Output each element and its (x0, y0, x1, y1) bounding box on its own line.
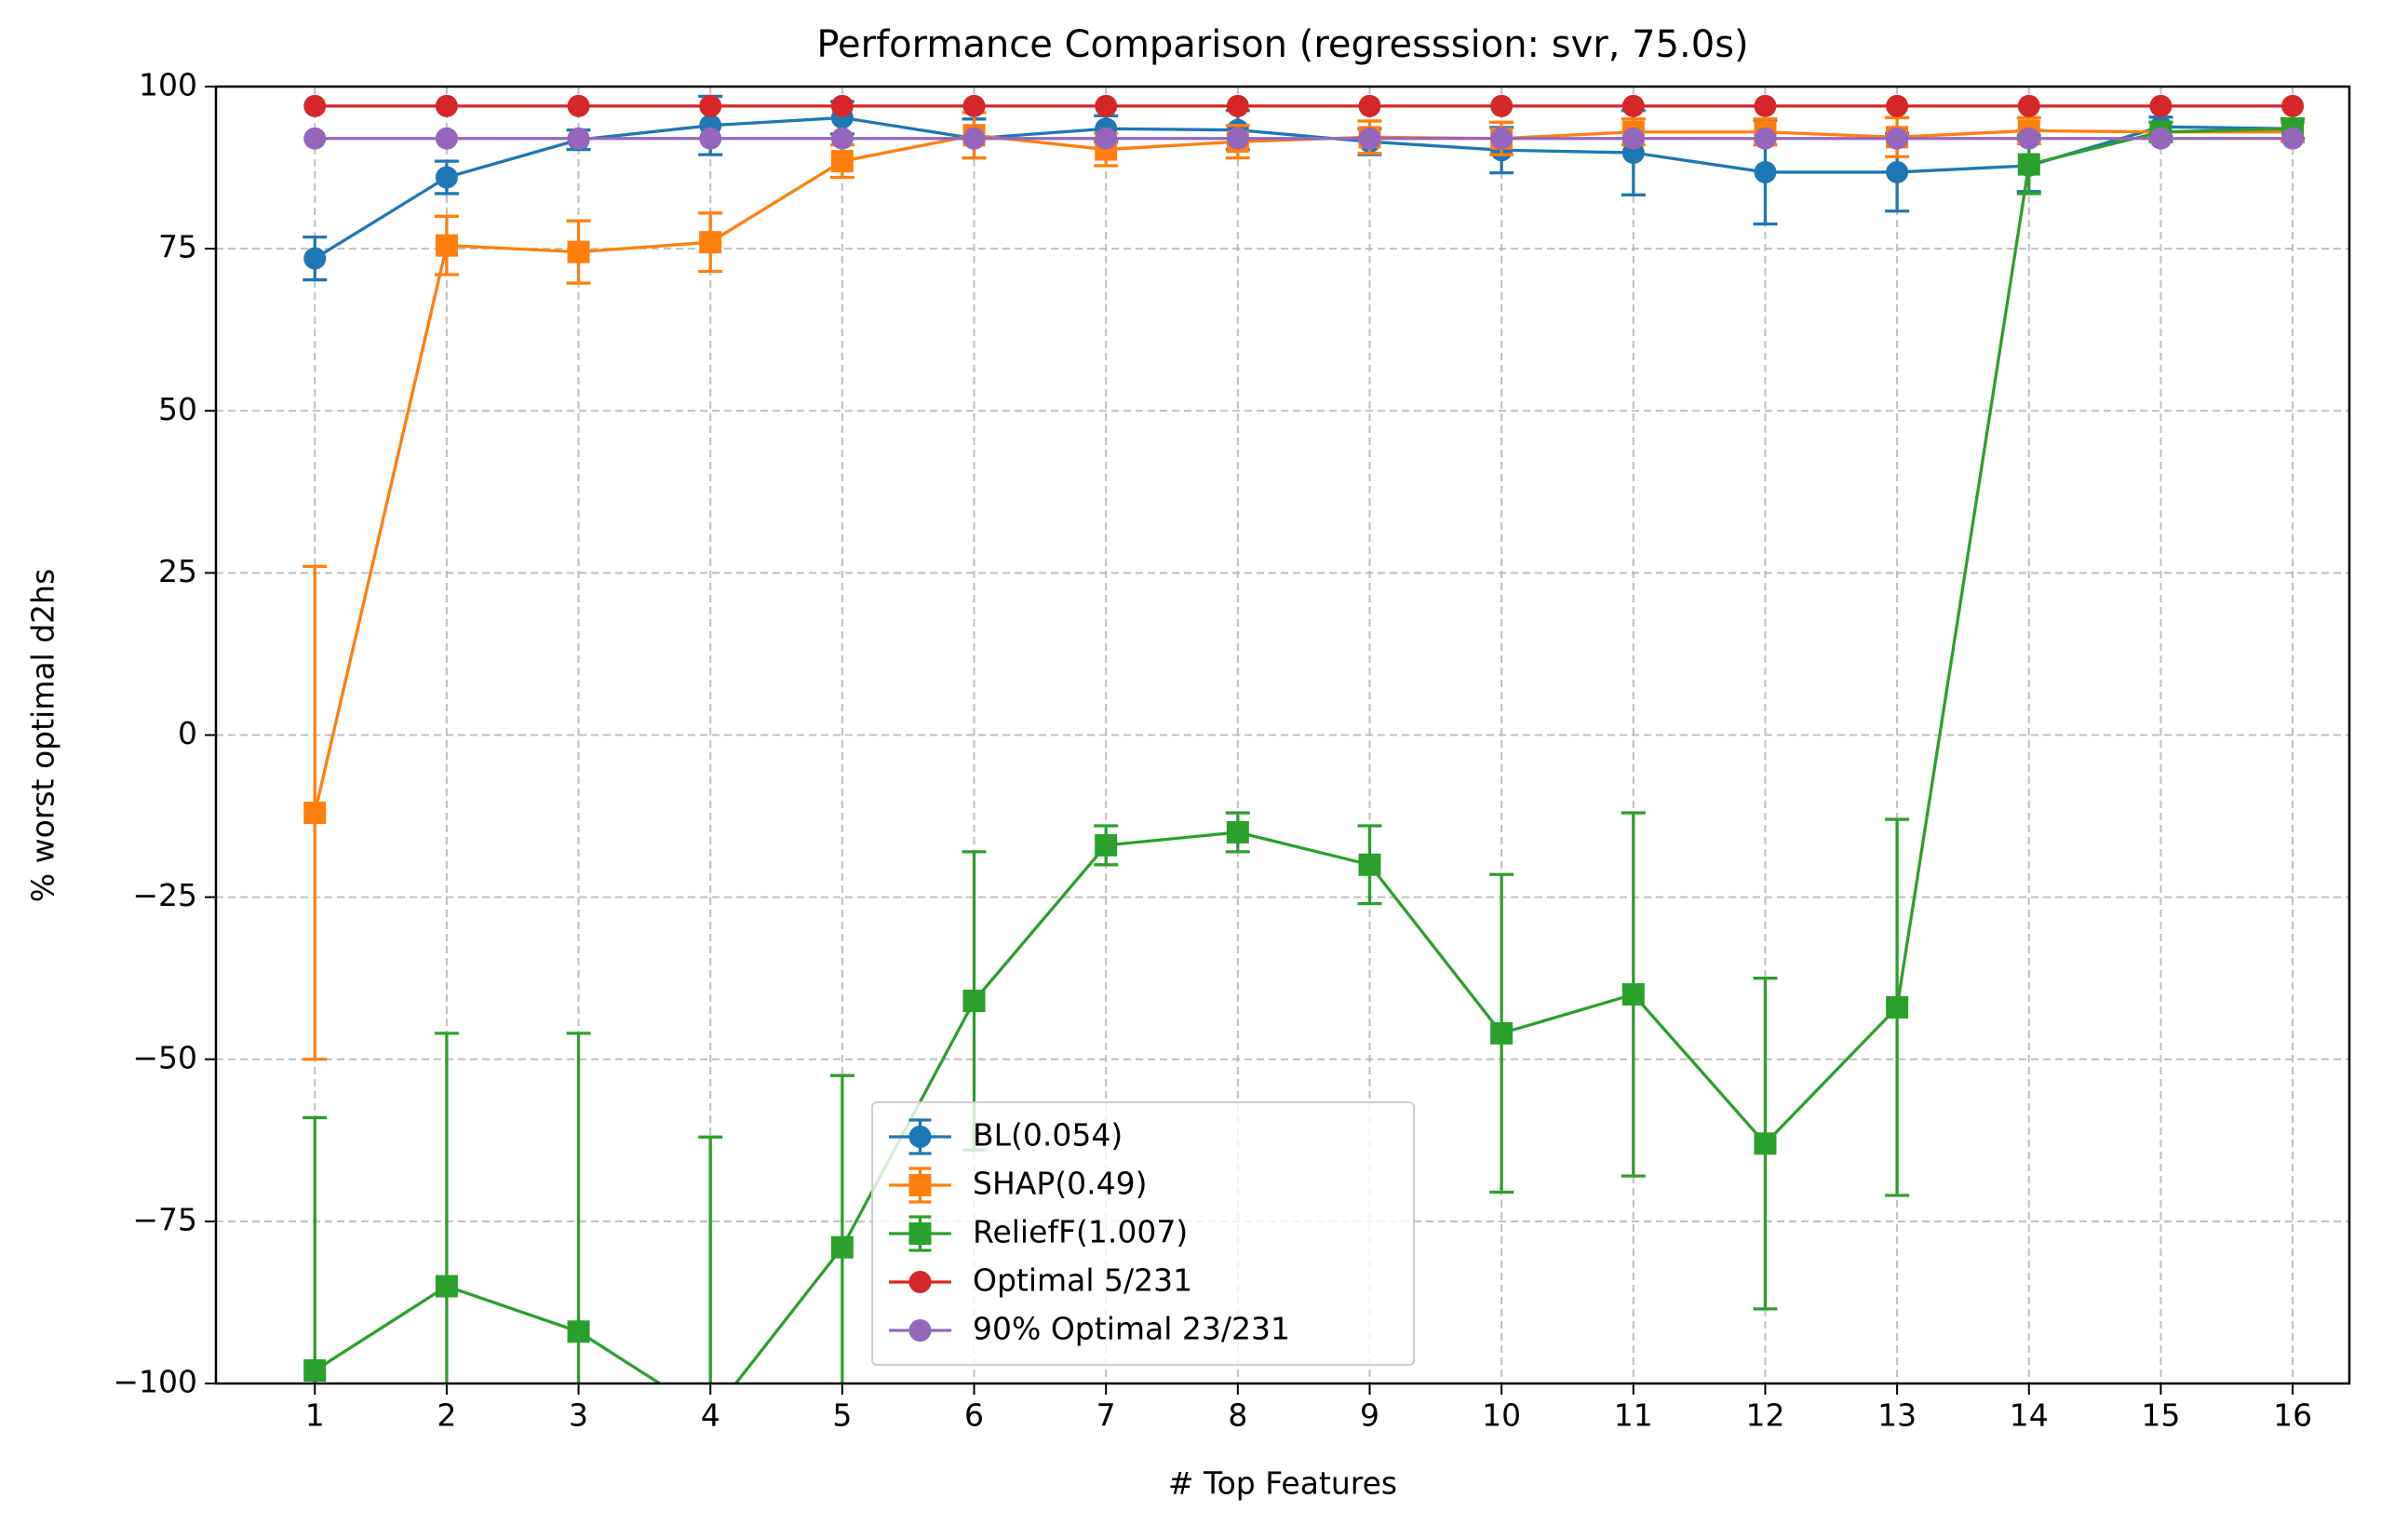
x-tick-label: 13 (1877, 1397, 1917, 1434)
marker (1358, 853, 1381, 876)
y-axis-label: % worst optimal d2hs (25, 569, 61, 903)
marker (2149, 127, 2173, 150)
marker (1095, 94, 1118, 117)
marker (435, 94, 458, 117)
marker (2017, 94, 2040, 117)
marker (2281, 127, 2305, 150)
marker (1490, 94, 1513, 117)
marker (1226, 94, 1249, 117)
marker (1226, 127, 1249, 150)
marker (830, 1235, 854, 1259)
marker (435, 127, 458, 150)
marker (1621, 127, 1645, 150)
y-tick-label: 25 (158, 553, 197, 589)
marker (303, 1359, 327, 1383)
marker (435, 234, 458, 257)
marker (830, 127, 854, 150)
marker (2149, 94, 2173, 117)
y-tick-label: 50 (158, 391, 197, 427)
x-tick-label: 6 (964, 1397, 984, 1434)
marker (303, 247, 327, 270)
marker (962, 127, 986, 150)
marker (1490, 1021, 1513, 1045)
legend-label: ReliefF(1.007) (973, 1214, 1188, 1250)
marker (1754, 127, 1777, 150)
x-tick-label: 8 (1228, 1397, 1247, 1434)
plot-area (303, 94, 2306, 1383)
legend-marker (908, 1126, 932, 1148)
marker (2017, 127, 2040, 150)
legend-marker (908, 1222, 932, 1245)
marker (303, 802, 327, 825)
x-tick-label: 7 (1096, 1397, 1116, 1434)
marker (699, 94, 722, 117)
y-tick-label: −50 (132, 1039, 197, 1075)
marker (1490, 127, 1513, 150)
x-tick-label: 15 (2141, 1397, 2180, 1434)
marker (830, 150, 854, 173)
marker (303, 94, 327, 117)
marker (1358, 94, 1381, 117)
legend-label: Optimal 5/231 (973, 1262, 1192, 1299)
ticks: 1 2 3 4 5 6 7 8 9 10 11 12 13 14 15 16−100−75−50−250255… (113, 67, 2312, 1434)
marker (567, 94, 590, 117)
legend-label: 90% Optimal 23/231 (973, 1311, 1290, 1347)
x-tick-label: 2 (437, 1397, 456, 1434)
marker (1886, 127, 1909, 150)
x-tick-label: 1 (305, 1397, 325, 1434)
legend-label: SHAP(0.49) (973, 1166, 1147, 1202)
y-tick-label: −25 (132, 877, 197, 913)
marker (1886, 996, 1909, 1019)
marker (1621, 983, 1645, 1006)
marker (303, 127, 327, 150)
x-tick-label: 10 (1482, 1397, 1521, 1434)
x-tick-label: 9 (1360, 1397, 1379, 1434)
y-tick-label: 100 (139, 67, 197, 103)
marker (830, 94, 854, 117)
legend-marker (908, 1271, 932, 1293)
marker (1886, 94, 1909, 117)
x-tick-label: 11 (1614, 1397, 1653, 1434)
x-tick-label: 16 (2273, 1397, 2312, 1434)
chart-title: Performance Comparison (regresssion: svr… (816, 23, 1748, 66)
x-tick-label: 5 (832, 1397, 852, 1434)
x-tick-label: 4 (701, 1397, 720, 1434)
legend-marker (908, 1319, 932, 1342)
y-tick-label: 75 (158, 229, 197, 265)
marker (435, 166, 458, 189)
marker (2017, 153, 2040, 176)
marker (567, 127, 590, 150)
y-tick-label: 0 (178, 715, 197, 751)
x-tick-label: 14 (2010, 1397, 2049, 1434)
marker (567, 1320, 590, 1343)
marker (1095, 127, 1118, 150)
marker (699, 127, 722, 150)
legend: BL(0.054) SHAP(0.49) ReliefF(1.007) Optimal… (871, 1101, 1415, 1366)
marker (567, 240, 590, 263)
marker (699, 231, 722, 254)
y-tick-label: −75 (132, 1201, 197, 1237)
marker (1754, 1132, 1777, 1155)
marker (435, 1275, 458, 1298)
marker (962, 990, 986, 1013)
marker (962, 94, 986, 117)
x-axis-label: # Top Features (1168, 1465, 1397, 1502)
series-line (314, 127, 2294, 1383)
legend-box (871, 1101, 1415, 1366)
marker (1621, 94, 1645, 117)
series-line (314, 115, 2294, 260)
marker (1095, 833, 1118, 857)
x-tick-label: 12 (1745, 1397, 1784, 1434)
marker (2281, 94, 2305, 117)
marker (1226, 820, 1249, 843)
y-tick-label: −100 (113, 1364, 197, 1400)
legend-marker (908, 1174, 932, 1196)
marker (1886, 160, 1909, 183)
legend-label: BL(0.054) (973, 1117, 1123, 1154)
marker (1754, 160, 1777, 183)
x-tick-label: 3 (569, 1397, 588, 1434)
marker (1754, 94, 1777, 117)
marker (1358, 127, 1381, 150)
